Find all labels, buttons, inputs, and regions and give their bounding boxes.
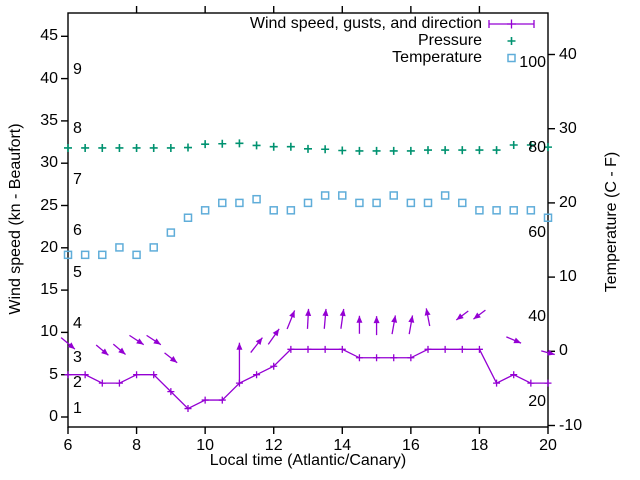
left-tick-label: 10 xyxy=(40,323,58,341)
right-tick-label: 30 xyxy=(559,119,577,137)
beaufort-label: 1 xyxy=(73,399,82,417)
left-tick-label: 0 xyxy=(49,408,58,425)
x-tick-label: 8 xyxy=(132,437,142,454)
x-tick-label: 14 xyxy=(333,437,352,454)
x-tick-label: 6 xyxy=(63,437,73,454)
left-tick-label: 35 xyxy=(40,111,58,129)
fahrenheit-label: 80 xyxy=(528,138,546,156)
legend-entry-1: Wind speed, gusts, and direction xyxy=(249,15,482,32)
left-tick-label: 30 xyxy=(40,154,58,172)
x-axis-title: Local time (Atlantic/Canary) xyxy=(209,452,407,469)
left-tick-label: 5 xyxy=(49,365,58,383)
beaufort-label: 6 xyxy=(73,221,82,239)
right-tick-label: -10 xyxy=(559,416,583,434)
left-tick-label: 15 xyxy=(40,281,58,299)
legend-entry-3: Temperature xyxy=(392,49,482,66)
open-square-icon xyxy=(507,53,516,63)
plus-icon xyxy=(507,37,516,45)
x-tick-label: 18 xyxy=(470,437,489,454)
fahrenheit-label: 100 xyxy=(519,54,546,71)
left-tick-label: 45 xyxy=(40,27,58,45)
left-axis-title: Wind speed (kn - Beaufort) xyxy=(7,123,24,315)
beaufort-label: 9 xyxy=(73,61,82,79)
beaufort-label: 2 xyxy=(73,374,82,392)
fahrenheit-label: 40 xyxy=(528,308,546,326)
right-tick-label: 40 xyxy=(559,45,577,63)
legend-entry-2: Pressure xyxy=(417,32,482,49)
left-tick-label: 25 xyxy=(40,196,58,214)
beaufort-label: 3 xyxy=(73,348,82,366)
right-tick-label: 0 xyxy=(559,342,568,360)
right-tick-label: 20 xyxy=(559,193,577,211)
x-tick-label: 16 xyxy=(401,437,420,454)
beaufort-label: 8 xyxy=(73,120,82,138)
fahrenheit-label: 60 xyxy=(528,223,546,241)
beaufort-label: 5 xyxy=(73,264,82,282)
left-tick-label: 20 xyxy=(40,238,58,256)
x-tick-label: 20 xyxy=(539,437,557,454)
fahrenheit-label: 20 xyxy=(528,393,546,410)
right-axis-title: Temperature (C - F) xyxy=(603,151,620,293)
x-tick-label: 12 xyxy=(264,437,283,454)
beaufort-label: 7 xyxy=(73,171,82,189)
right-tick-label: 10 xyxy=(559,268,577,286)
beaufort-label: 4 xyxy=(73,314,82,332)
left-tick-label: 40 xyxy=(40,69,58,87)
x-tick-label: 10 xyxy=(196,437,215,454)
